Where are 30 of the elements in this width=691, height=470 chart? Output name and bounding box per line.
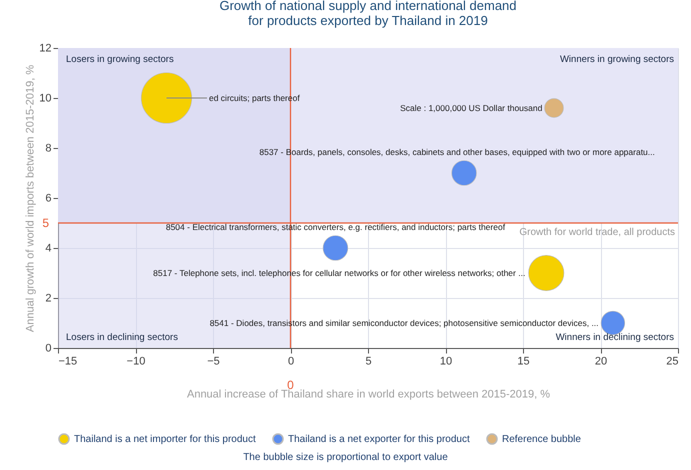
y-tick-label: 10 — [39, 92, 52, 104]
x-tick-label: 20 — [594, 356, 608, 368]
legend-label: Thailand is a net importer for this product — [74, 434, 256, 445]
annotation: Winners in declining sectors — [556, 332, 674, 343]
chart-title: Growth of national supply and international demand for products exported by Thailand in 2019 — [219, 0, 517, 28]
y-tick-label: 12 — [39, 42, 52, 54]
annotation: Losers in declining sectors — [66, 332, 178, 343]
annotation: Growth for world trade, all products — [519, 227, 675, 238]
annotation: Losers in growing sectors — [66, 54, 174, 65]
y-axis-title: Annual growth of world imports between 2015-2019, % — [24, 64, 36, 332]
x-tick-label: −10 — [126, 356, 146, 368]
y-tick-label: 4 — [45, 242, 52, 254]
x-axis-title: Annual increase of Thailand share in world exports between 2015-2019, % — [186, 388, 550, 400]
legend-label: Thailand is a net exporter for this product — [288, 434, 470, 445]
x-tick-label: 15 — [517, 356, 530, 368]
x-tick-label: −15 — [58, 356, 78, 368]
annotation: Winners in growing sectors — [560, 54, 674, 65]
x-tick-label: 25 — [666, 356, 678, 368]
annotation: Scale : 1,000,000 US Dollar thousand — [400, 103, 543, 113]
y-tick-label: 2 — [45, 292, 52, 304]
x-tick-label: −5 — [207, 356, 220, 368]
y-tick-label: 6 — [45, 192, 52, 204]
x-tick-label: 5 — [365, 356, 372, 368]
y-tick-label: 0 — [45, 342, 52, 354]
text: The bubble size is proportional to export value — [242, 452, 449, 463]
ref-line-label: 5 — [42, 216, 50, 230]
x-tick-label: 10 — [440, 356, 452, 368]
y-tick-label: 8 — [45, 142, 52, 154]
legend-label: Reference bubble — [502, 434, 582, 445]
x-tick-label: 0 — [288, 356, 294, 368]
